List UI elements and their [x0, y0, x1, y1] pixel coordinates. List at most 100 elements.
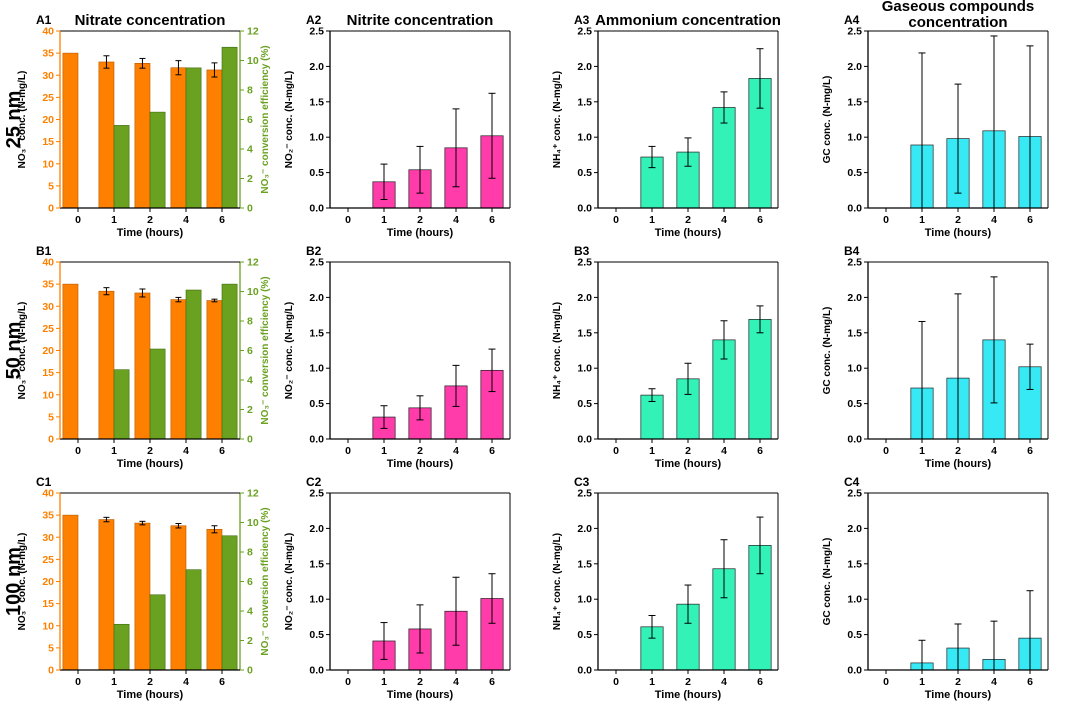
x-tick-label: 2	[147, 445, 153, 457]
bar-efficiency	[185, 67, 202, 209]
x-tick-label: 0	[613, 676, 619, 688]
x-axis-label: Time (hours)	[925, 458, 992, 470]
bar-nitrate	[170, 299, 187, 440]
x-tick-label: 4	[991, 676, 997, 688]
x-tick-label: 6	[757, 445, 763, 457]
y-axis-label: GC conc. (N-mg/L)	[822, 538, 833, 626]
y-tick-label: 15	[42, 598, 54, 610]
x-axis-label: Time (hours)	[655, 458, 722, 470]
x-tick-label: 4	[453, 676, 459, 688]
y-tick-label: 0.5	[577, 629, 592, 641]
panel-c2: C2 0.0 0.5 1.0 1.5 2.0 2.5 0 1 2 4 6 Time (hours) NO₂…	[284, 475, 511, 701]
x-tick-label: 6	[757, 214, 763, 226]
y2-tick-label: 10	[247, 286, 259, 298]
bar-efficiency	[221, 535, 238, 671]
y-tick-label: 0	[48, 665, 54, 677]
y-tick-label: 25	[42, 554, 54, 566]
y2-tick-label: 6	[247, 345, 253, 357]
x-tick-label: 6	[219, 445, 225, 457]
x-tick-label: 2	[685, 676, 691, 688]
bar-nitrate	[206, 69, 223, 209]
panel-label: C1	[36, 475, 52, 489]
x-tick-label: 1	[649, 676, 655, 688]
y-tick-label: 0.5	[577, 398, 592, 410]
x-tick-label: 0	[75, 214, 81, 226]
x-tick-label: 4	[453, 214, 459, 226]
y-tick-label: 1.5	[577, 327, 592, 339]
y-tick-label: 2.5	[309, 488, 324, 500]
y-tick-label: 2.5	[577, 488, 592, 500]
y-tick-label: 2.5	[577, 257, 592, 269]
y2-tick-label: 8	[247, 316, 253, 328]
bar-nitrate	[62, 52, 79, 209]
y2-tick-label: 2	[247, 173, 253, 185]
y-tick-label: 0.5	[309, 167, 324, 179]
y-tick-label: 10	[42, 389, 54, 401]
y-tick-label: 0.5	[309, 629, 324, 641]
x-tick-label: 2	[685, 214, 691, 226]
x-tick-label: 4	[183, 214, 189, 226]
y-tick-label: 20	[42, 576, 54, 588]
y-tick-label: 0.0	[847, 665, 862, 677]
x-tick-label: 6	[1027, 676, 1033, 688]
y-tick-label: 10	[42, 158, 54, 170]
x-tick-label: 1	[919, 676, 925, 688]
x-tick-label: 1	[381, 445, 387, 457]
y-tick-label: 25	[42, 323, 54, 335]
panel-label: B1	[36, 244, 52, 258]
y-axis-label: NO₃⁻ conc. (N-mg/L)	[17, 71, 28, 169]
bar-nitrate	[206, 528, 223, 671]
row-label: 50 nm	[3, 322, 25, 380]
y-tick-label: 2.0	[847, 61, 862, 73]
bar-efficiency	[149, 111, 166, 209]
y2-axis-label: NO₃⁻ conversion efficiency (%)	[260, 45, 271, 193]
x-tick-label: 4	[183, 676, 189, 688]
y-axis-label: GC conc. (N-mg/L)	[822, 76, 833, 164]
panel-label: A2	[306, 13, 322, 27]
x-tick-label: 1	[111, 676, 117, 688]
y-tick-label: 0	[48, 434, 54, 446]
panel-a3: A3 Ammonium concentration 0.0 0.5 1.0 1.5 2.0 2…	[552, 12, 781, 239]
panel-title: Nitrite concentration	[347, 12, 494, 29]
y-tick-label: 2.5	[309, 26, 324, 38]
y-tick-label: 2.0	[847, 292, 862, 304]
panel-title: concentration	[908, 14, 1007, 31]
x-axis-label: Time (hours)	[925, 227, 992, 239]
x-tick-label: 6	[489, 445, 495, 457]
y-axis-label: NH₄⁺ conc. (N-mg/L)	[552, 71, 563, 168]
y-tick-label: 2.0	[309, 523, 324, 535]
x-tick-label: 6	[219, 214, 225, 226]
y-tick-label: 0.0	[577, 665, 592, 677]
y-tick-label: 5	[48, 642, 54, 654]
x-tick-label: 2	[417, 214, 423, 226]
x-tick-label: 4	[183, 445, 189, 457]
panel-a2: A2 Nitrite concentration 0.0 0.5 1.0 1.5 2.0 2.…	[284, 12, 511, 239]
y-axis-label: NO₂⁻ conc. (N-mg/L)	[284, 533, 295, 631]
x-tick-label: 4	[453, 445, 459, 457]
x-tick-label: 0	[883, 676, 889, 688]
x-axis-label: Time (hours)	[387, 227, 454, 239]
x-tick-label: 6	[489, 676, 495, 688]
bar-efficiency	[149, 348, 166, 440]
panel-label: B3	[574, 244, 590, 258]
bar-efficiency	[185, 289, 202, 440]
x-tick-label: 4	[991, 445, 997, 457]
bar-nitrate	[98, 61, 115, 209]
bar-nitrate	[98, 290, 115, 440]
panel-b3: B3 0.0 0.5 1.0 1.5 2.0 2.5 0 1 2 4 6 Time (hours) NH₄…	[552, 244, 779, 470]
panel-label: C3	[574, 475, 590, 489]
y-tick-label: 2.0	[577, 61, 592, 73]
panel-label: B2	[306, 244, 322, 258]
y-tick-label: 15	[42, 367, 54, 379]
y-tick-label: 0.0	[309, 203, 324, 215]
bar-nitrate	[62, 283, 79, 440]
y-tick-label: 30	[42, 70, 54, 82]
y-tick-label: 0.0	[577, 434, 592, 446]
y-tick-label: 1.0	[309, 132, 324, 144]
row-label: 25 nm	[3, 91, 25, 149]
y-tick-label: 1.0	[577, 594, 592, 606]
x-tick-label: 4	[991, 214, 997, 226]
y-tick-label: 2.0	[577, 292, 592, 304]
y-tick-label: 30	[42, 301, 54, 313]
